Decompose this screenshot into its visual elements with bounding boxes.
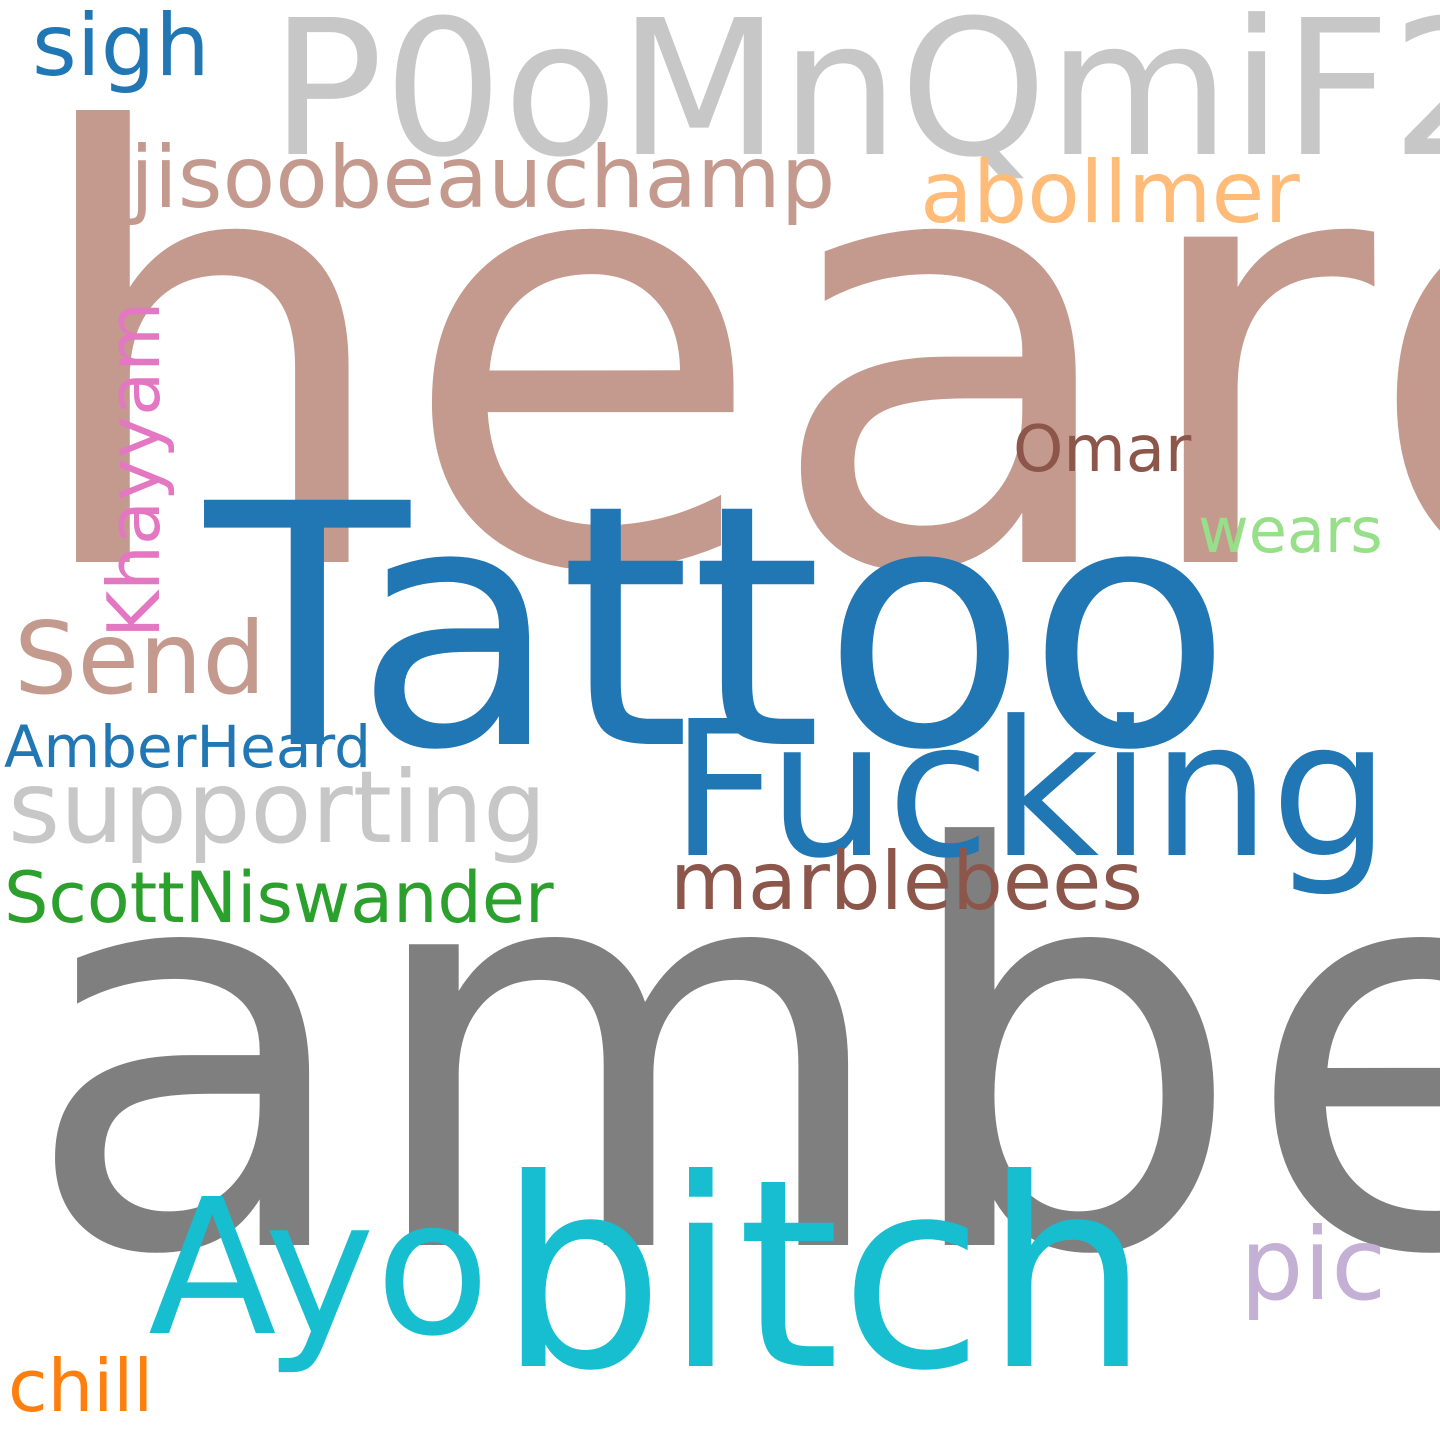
word-scottniswander: ScottNiswander — [4, 857, 554, 939]
word-abollmer: abollmer — [920, 143, 1300, 243]
word-ayo: Ayo — [148, 1159, 491, 1378]
word-bitch: bitch — [498, 1123, 1150, 1428]
word-poomnqmif2: P0oMnQmiF2 — [270, 0, 1440, 199]
word-heard: heard — [22, 11, 1440, 703]
word-khayyam: Khayyam — [92, 301, 176, 638]
word-send: Send — [14, 600, 266, 717]
word-marblebees: marblebees — [670, 835, 1143, 928]
word-pic: pic — [1240, 1206, 1387, 1323]
word-amberheard: AmberHeard — [4, 713, 372, 781]
word-chill: chill — [8, 1344, 154, 1428]
word-sigh: sigh — [32, 0, 210, 96]
word-jisoobeauchamp: jisoobeauchamp — [130, 128, 836, 228]
word-wears: wears — [1198, 494, 1383, 567]
word-fucking: Fucking — [670, 681, 1390, 900]
word-supporting: supporting — [8, 749, 547, 866]
word-tattoo: Tattoo — [205, 434, 1233, 824]
word-amber: amber — [22, 734, 1440, 1375]
word-omar: Omar — [1013, 413, 1192, 487]
